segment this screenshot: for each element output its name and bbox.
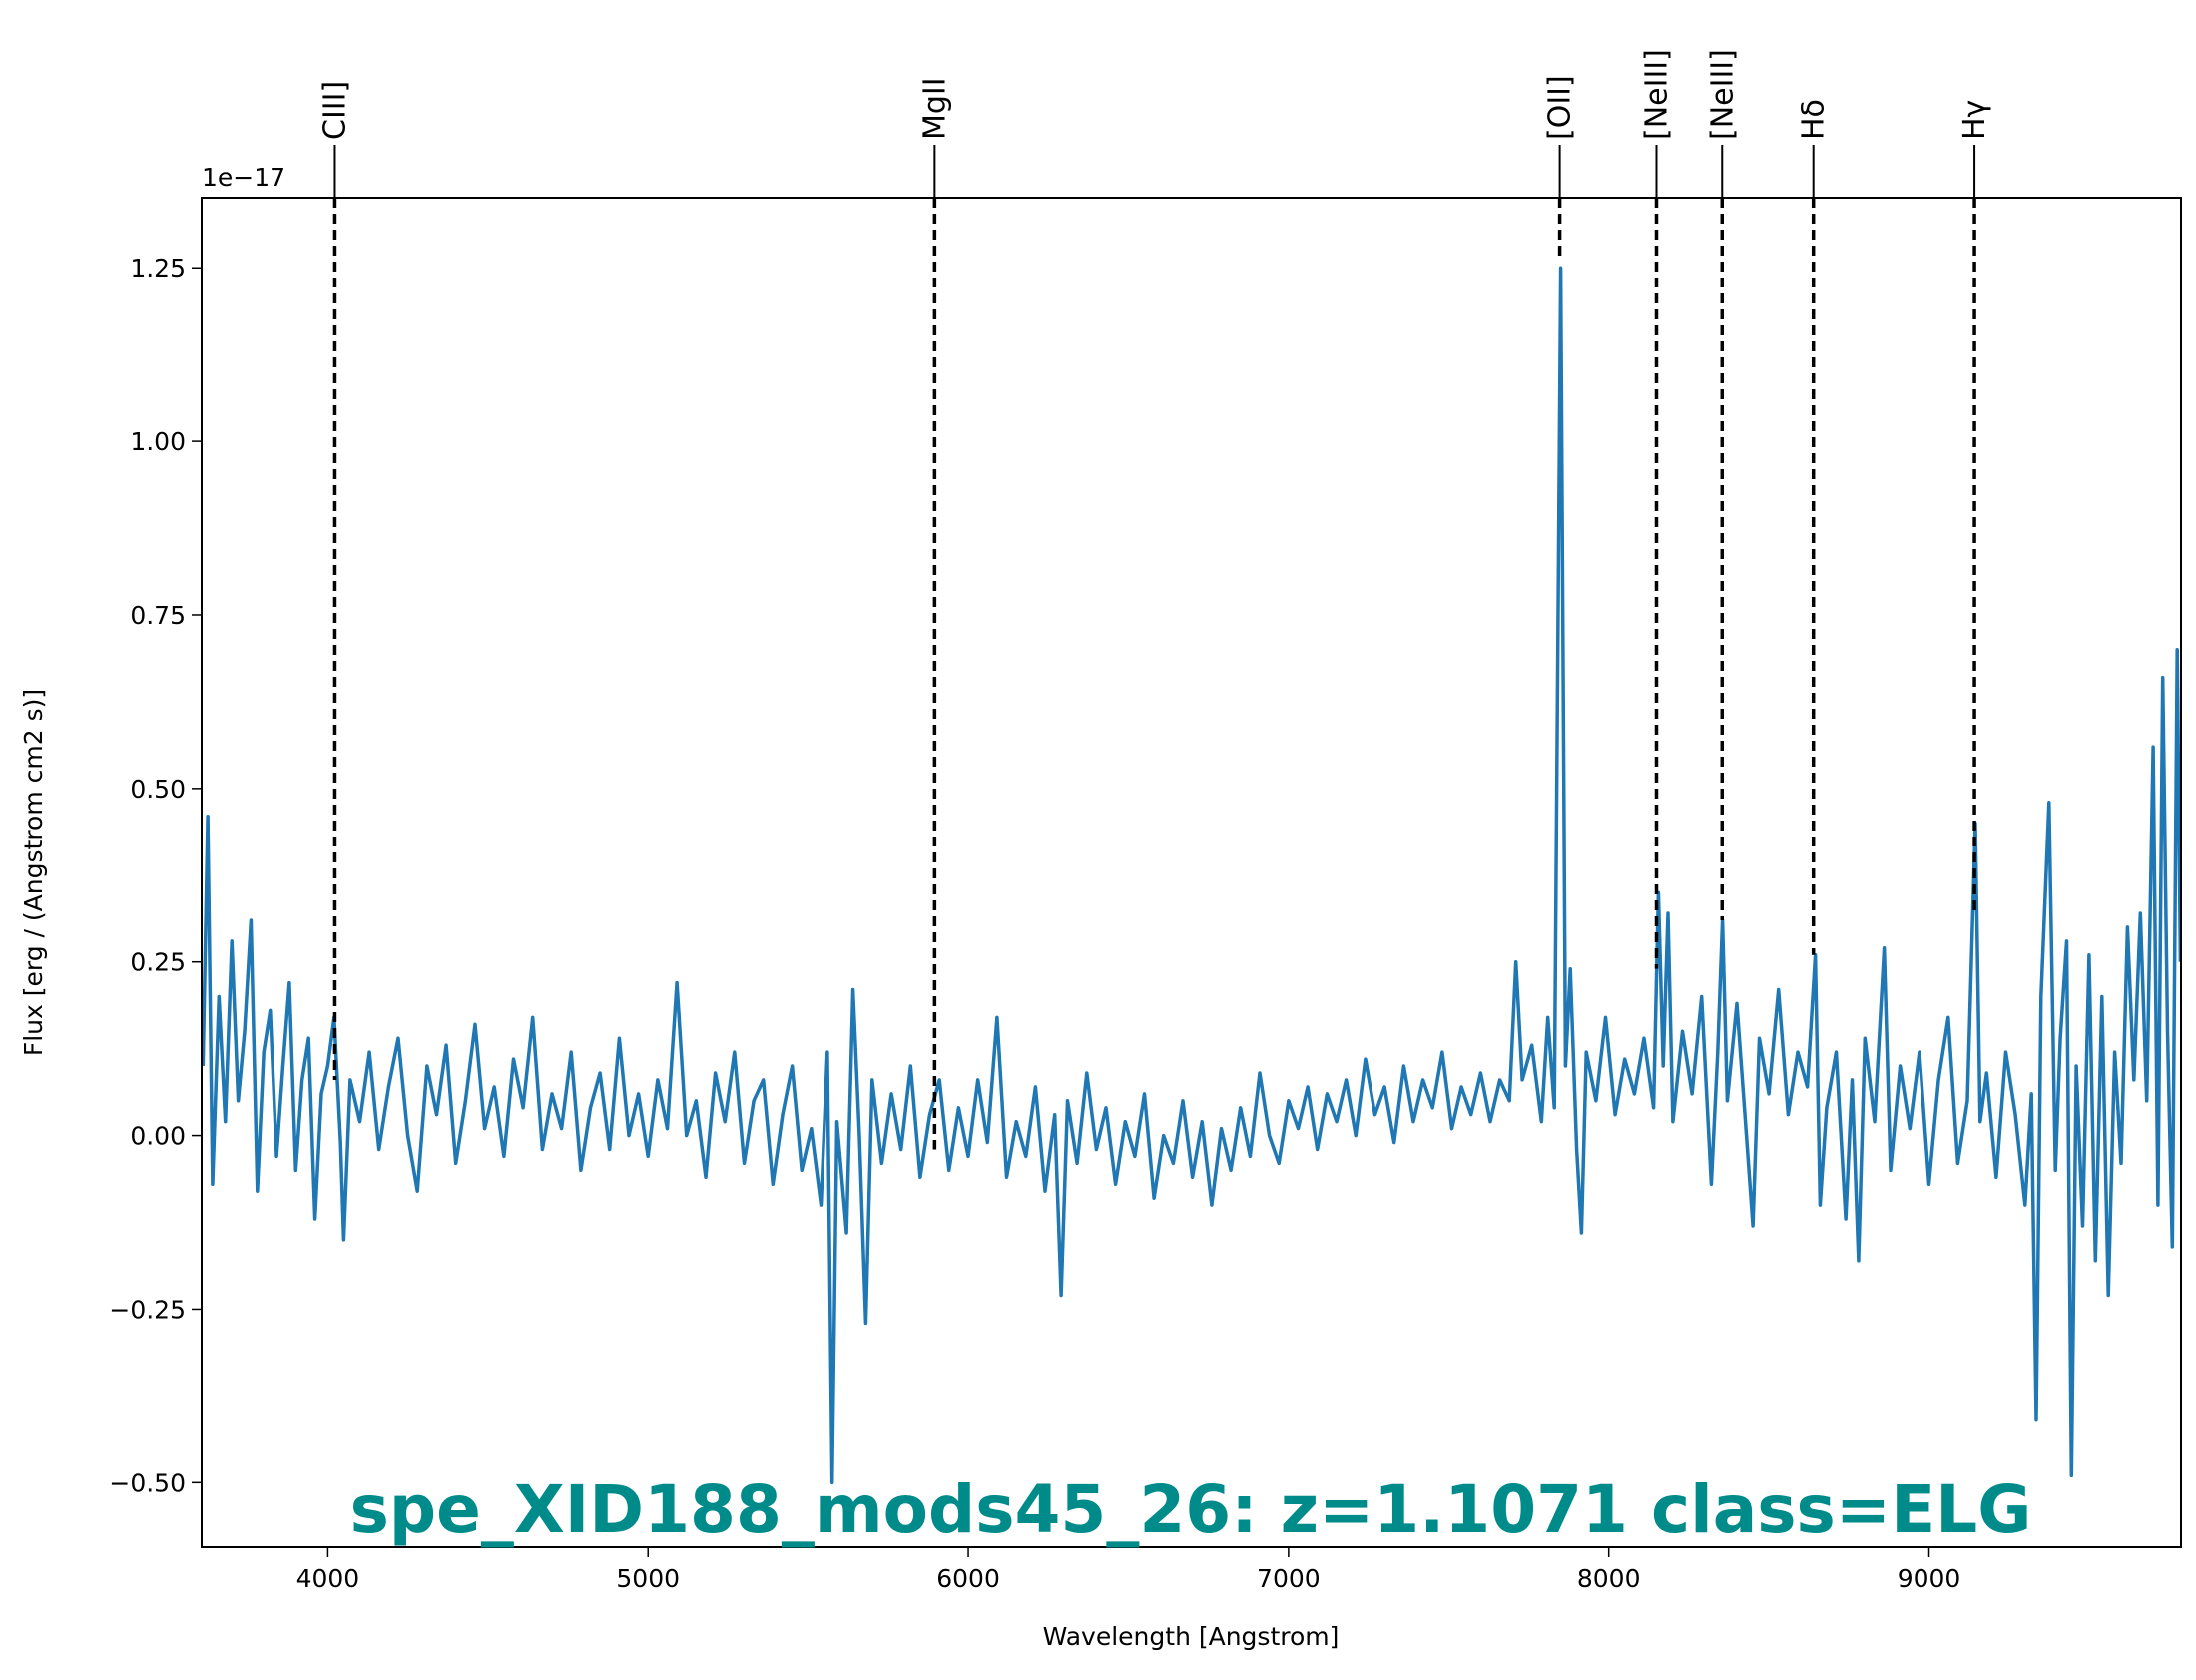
line-label: CIII] <box>317 81 352 140</box>
y-tick-label: −0.25 <box>109 1295 186 1324</box>
x-tick-label: 7000 <box>1257 1564 1321 1593</box>
x-tick-label: 8000 <box>1577 1564 1641 1593</box>
y-tick-label: −0.50 <box>109 1468 186 1497</box>
line-label: MgII <box>917 77 952 140</box>
spectrum-line <box>202 266 2181 1485</box>
x-tick-label: 4000 <box>296 1564 360 1593</box>
y-tick-label: 0.75 <box>130 601 186 630</box>
line-label: Hγ <box>1957 100 1992 140</box>
line-label: [OII] <box>1543 75 1578 140</box>
line-label: Hδ <box>1797 99 1832 140</box>
y-tick-label: 0.25 <box>130 948 186 977</box>
y-axis-label: Flux [erg / (Angstrom cm2 s)] <box>19 689 48 1056</box>
y-tick-label: 0.00 <box>130 1122 186 1151</box>
line-label: [NeIII] <box>1639 49 1674 140</box>
y-tick-label: 0.50 <box>130 775 186 804</box>
y-tick-label: 1.00 <box>130 427 186 456</box>
x-axis-label: Wavelength [Angstrom] <box>1043 1622 1340 1651</box>
y-offset-label: 1e−17 <box>202 163 285 192</box>
chart-title: spe_XID188_mods45_26: z=1.1071 class=ELG <box>350 1471 2032 1548</box>
x-tick-label: 6000 <box>936 1564 1000 1593</box>
y-tick-label: 1.25 <box>130 254 186 282</box>
line-label: [NeIII] <box>1705 49 1740 140</box>
plot-frame <box>201 197 2182 1548</box>
x-tick-label: 5000 <box>616 1564 680 1593</box>
x-tick-label: 9000 <box>1898 1564 1961 1593</box>
